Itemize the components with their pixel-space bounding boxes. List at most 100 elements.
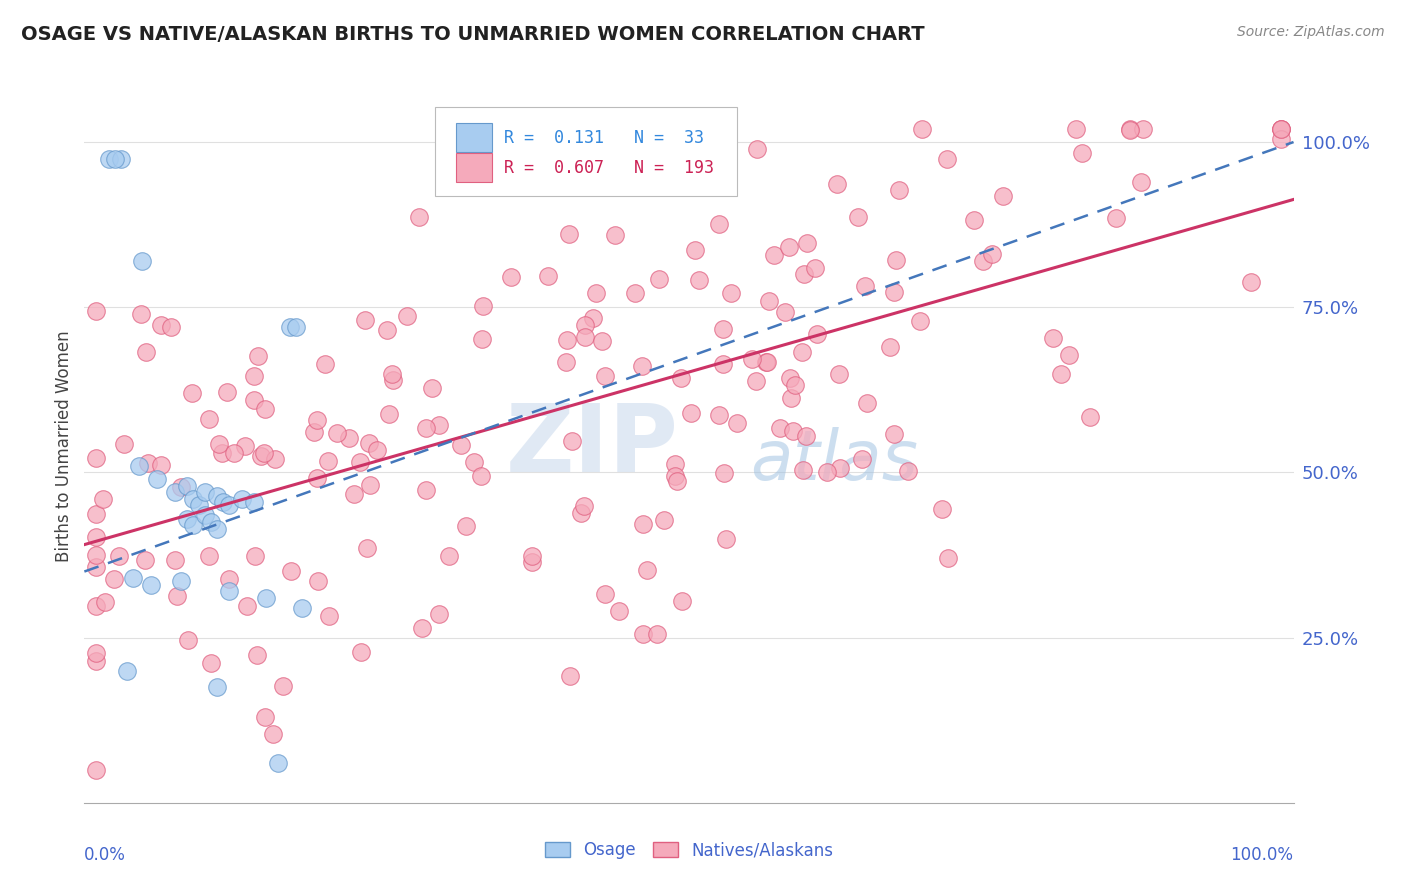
Point [688, 273, 710, 287]
Point [574, 318, 596, 332]
Text: R =  0.131   N =  33: R = 0.131 N = 33 [503, 128, 704, 146]
Point [1270, 121, 1292, 136]
Point [537, 269, 560, 284]
Point [652, 513, 675, 527]
Point [86, 646, 108, 660]
Point [1118, 122, 1140, 136]
Point [233, 439, 256, 453]
Point [427, 607, 450, 621]
Point [359, 478, 381, 492]
Point [212, 495, 235, 509]
Point [887, 183, 910, 197]
Point [605, 227, 627, 242]
Point [262, 727, 284, 741]
Point [463, 455, 485, 469]
Point [278, 320, 301, 334]
Point [128, 458, 150, 473]
Point [769, 421, 792, 435]
Point [669, 370, 692, 384]
Point [395, 310, 418, 324]
Point [555, 354, 578, 368]
Point [936, 152, 959, 166]
Point [714, 532, 737, 546]
Point [683, 244, 706, 258]
Point [198, 549, 221, 563]
Point [242, 495, 264, 509]
Point [647, 158, 669, 172]
Point [756, 355, 779, 369]
Point [378, 407, 401, 421]
Point [972, 254, 994, 268]
Point [420, 382, 443, 396]
Point [815, 466, 838, 480]
Point [581, 311, 603, 326]
Point [243, 549, 266, 564]
Point [1132, 121, 1154, 136]
Point [254, 402, 277, 417]
Point [981, 247, 1004, 261]
FancyBboxPatch shape [456, 123, 492, 152]
Point [633, 627, 655, 641]
Point [181, 518, 204, 533]
Point [86, 530, 108, 544]
Point [326, 425, 349, 440]
Point [454, 519, 477, 533]
Text: 100.0%: 100.0% [1230, 846, 1294, 863]
Point [222, 445, 245, 459]
Point [134, 553, 156, 567]
Point [745, 374, 768, 388]
Point [558, 227, 581, 241]
Text: R =  0.607   N =  193: R = 0.607 N = 193 [503, 159, 714, 177]
Point [86, 450, 108, 465]
Point [569, 506, 592, 520]
Point [470, 469, 492, 483]
Point [707, 408, 730, 422]
Point [825, 177, 848, 191]
Point [280, 564, 302, 578]
Point [136, 456, 159, 470]
Point [636, 563, 658, 577]
Point [200, 656, 222, 670]
Point [381, 373, 404, 387]
Point [218, 584, 240, 599]
Point [250, 449, 273, 463]
Point [115, 664, 138, 678]
Point [86, 599, 108, 613]
Point [305, 471, 328, 485]
Point [574, 329, 596, 343]
Point [318, 609, 340, 624]
Point [194, 485, 217, 500]
Point [593, 587, 616, 601]
Point [381, 367, 404, 381]
Point [112, 436, 135, 450]
Point [150, 458, 173, 472]
Point [415, 421, 437, 435]
FancyBboxPatch shape [456, 153, 492, 182]
Point [741, 352, 763, 367]
Point [86, 508, 108, 522]
Point [879, 340, 901, 354]
Point [911, 121, 934, 136]
Point [745, 142, 768, 156]
Point [607, 604, 630, 618]
Point [561, 434, 583, 449]
Point [194, 508, 217, 523]
Point [215, 385, 238, 400]
Point [188, 499, 211, 513]
Point [160, 319, 183, 334]
Point [343, 487, 366, 501]
Point [86, 303, 108, 318]
Point [243, 393, 266, 408]
Point [993, 188, 1015, 202]
Point [207, 437, 229, 451]
Point [350, 645, 373, 659]
Y-axis label: Births to Unmarried Women: Births to Unmarried Women [55, 330, 73, 562]
Point [806, 326, 828, 341]
Point [853, 279, 876, 293]
Point [170, 479, 193, 493]
Point [1064, 121, 1087, 136]
Point [200, 515, 222, 529]
Point [246, 648, 269, 662]
Point [664, 457, 686, 471]
Point [170, 574, 193, 589]
